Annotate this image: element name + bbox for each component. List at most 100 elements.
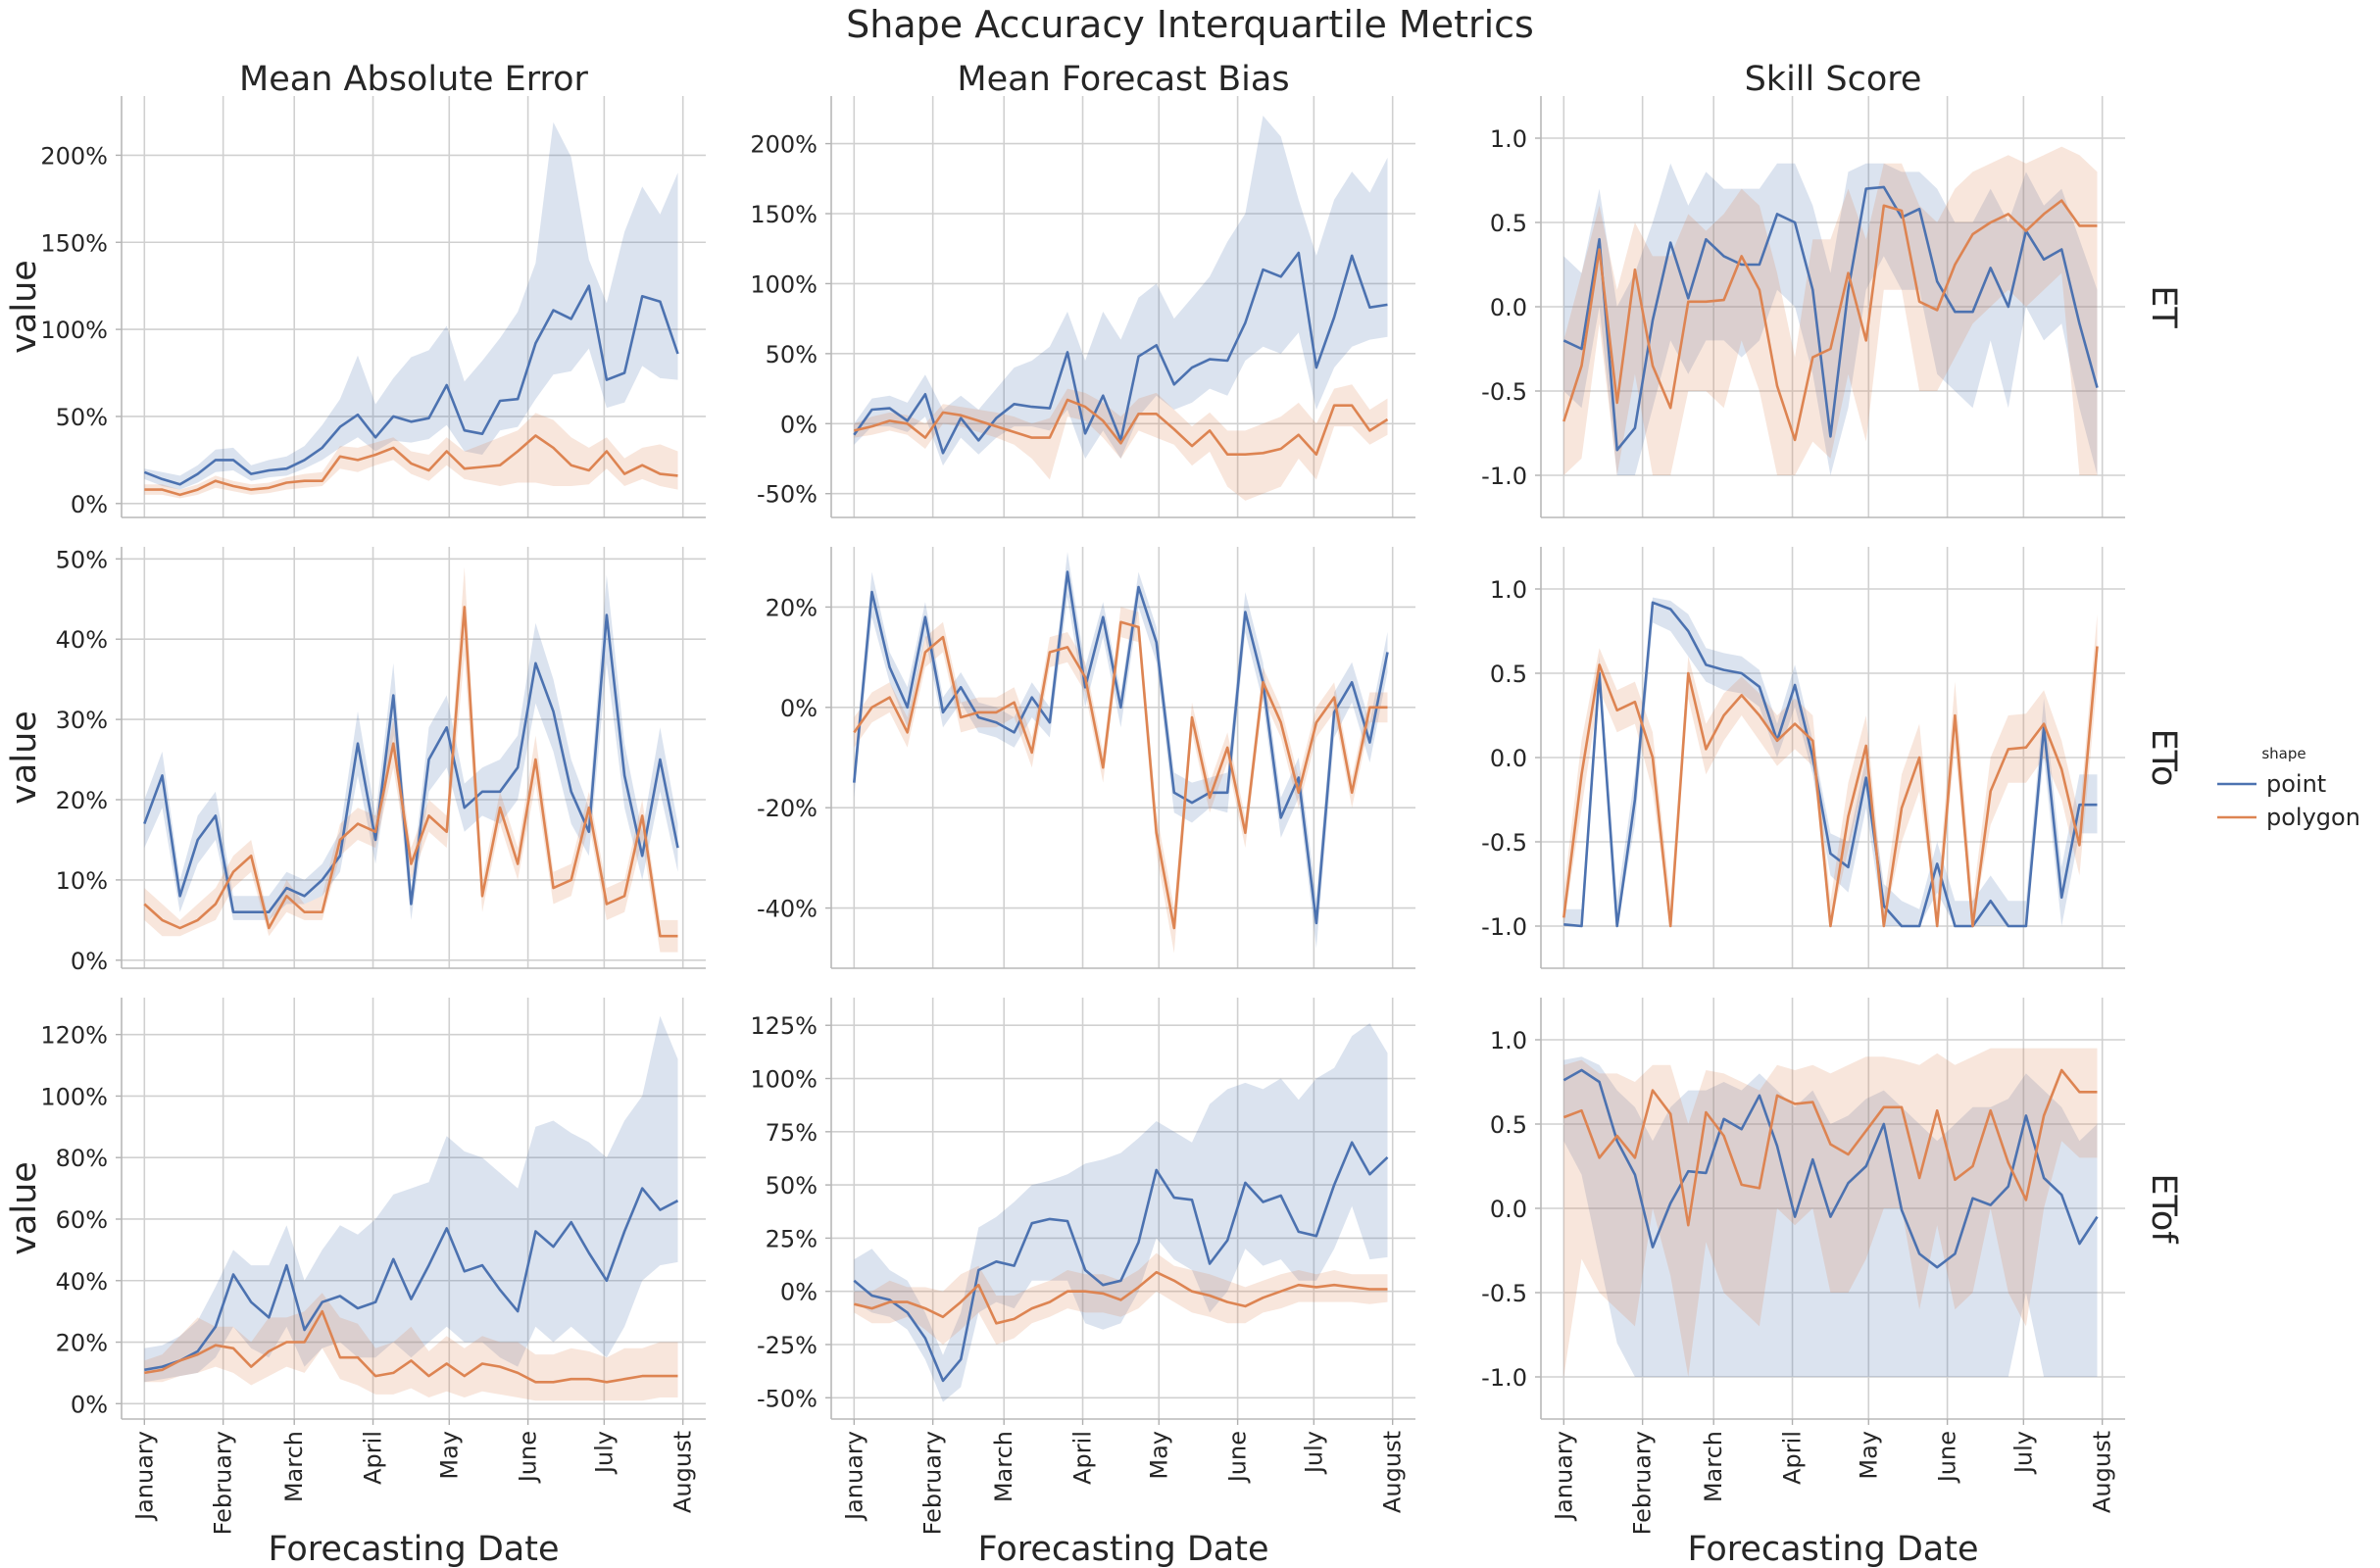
y-tick-label: -50% xyxy=(757,1385,818,1412)
panel-etof-mae: 0% 20% 40% 60% 80% 100% 120% January February Mar… xyxy=(5,998,706,1568)
x-axis-label: Forecasting Date xyxy=(268,1530,559,1568)
x-tick-label: April xyxy=(1779,1431,1807,1485)
polygon-line xyxy=(1562,646,2099,928)
legend: shape point polygon xyxy=(2217,745,2360,831)
x-tick-label: June xyxy=(1934,1431,1961,1484)
y-tick-label: 120% xyxy=(40,1022,108,1050)
y-tick-label: 20% xyxy=(766,594,818,621)
x-tick-label: February xyxy=(210,1431,237,1535)
y-tick-label: 10% xyxy=(56,867,108,895)
x-tick-label: March xyxy=(1700,1431,1727,1502)
point-line xyxy=(1562,185,2099,452)
x-tick-label: April xyxy=(360,1431,387,1485)
y-tick-label: -1.0 xyxy=(1481,463,1527,490)
y-tick-label: 1.0 xyxy=(1490,1027,1527,1054)
y-tick-label: 200% xyxy=(40,142,108,170)
column-title: Mean Absolute Error xyxy=(239,60,589,99)
polygon-line xyxy=(144,1309,678,1384)
y-tick-label: -1.0 xyxy=(1481,913,1527,941)
y-tick-label: -0.5 xyxy=(1481,829,1527,857)
panel-eto-bias: -40% -20% 0% 20% xyxy=(757,547,1415,969)
point-iqr-band xyxy=(854,1023,1388,1402)
point-iqr-band xyxy=(144,122,678,490)
point-iqr-band xyxy=(1563,163,2098,476)
y-tick-label: 200% xyxy=(750,131,818,159)
y-tick-label: 1.0 xyxy=(1490,125,1527,153)
y-tick-label: 0% xyxy=(780,411,818,438)
x-tick-label: June xyxy=(515,1431,542,1484)
y-tick-label: 0% xyxy=(71,1391,108,1418)
x-tick-label: January xyxy=(130,1431,158,1522)
panel-etof-skill: -1.0 -0.5 0.0 0.5 1.0 January February March Apr… xyxy=(1481,998,2183,1568)
polygon-iqr-band xyxy=(144,413,678,499)
y-tick-label: 75% xyxy=(766,1119,818,1147)
column-title: Skill Score xyxy=(1745,60,1922,99)
legend-label-point: point xyxy=(2266,770,2326,798)
x-tick-label: May xyxy=(1855,1431,1882,1480)
y-axis-label: value xyxy=(5,710,44,805)
point-line xyxy=(143,284,679,486)
x-tick-label: February xyxy=(1629,1431,1657,1535)
point-line xyxy=(853,251,1388,455)
y-tick-label: 100% xyxy=(40,317,108,344)
y-tick-label: -0.5 xyxy=(1481,1280,1527,1307)
y-tick-label: 0.5 xyxy=(1490,661,1527,688)
polygon-iqr-band xyxy=(144,566,678,953)
point-line xyxy=(1563,601,2098,928)
y-tick-label: 40% xyxy=(56,1268,108,1296)
figure-title: Shape Accuracy Interquartile Metrics xyxy=(846,3,1534,46)
polygon-line xyxy=(144,434,678,497)
polygon-iqr-band xyxy=(1563,146,2098,475)
y-tick-label: -1.0 xyxy=(1481,1364,1527,1392)
y-tick-label: 0.5 xyxy=(1490,210,1527,237)
y-tick-label: 1.0 xyxy=(1490,576,1527,604)
y-tick-label: 100% xyxy=(750,270,818,298)
y-axis-label: value xyxy=(5,1161,44,1255)
y-tick-label: 80% xyxy=(56,1145,108,1172)
y-tick-label: -50% xyxy=(757,481,818,509)
polygon-line xyxy=(853,1270,1388,1325)
y-tick-label: 50% xyxy=(56,404,108,431)
x-tick-label: July xyxy=(2009,1431,2037,1475)
polygon-line xyxy=(1562,199,2098,442)
x-tick-label: August xyxy=(669,1431,697,1513)
y-tick-label: 30% xyxy=(56,707,108,734)
y-tick-label: 150% xyxy=(750,201,818,228)
point-iqr-band xyxy=(854,116,1388,466)
x-tick-label: April xyxy=(1069,1431,1097,1485)
y-tick-label: 125% xyxy=(750,1012,818,1040)
x-tick-label: June xyxy=(1224,1431,1252,1484)
y-tick-label: 0% xyxy=(780,695,818,722)
x-tick-label: August xyxy=(1379,1431,1407,1513)
point-line xyxy=(143,613,679,914)
y-tick-label: 0.0 xyxy=(1490,745,1527,772)
x-tick-label: January xyxy=(840,1431,868,1522)
y-tick-label: 150% xyxy=(40,229,108,257)
x-tick-label: January xyxy=(1550,1431,1577,1522)
x-axis-label: Forecasting Date xyxy=(977,1530,1268,1568)
panel-et-mae: 0% 50% 100% 150% 200% Mean Absolute Error valu… xyxy=(5,60,706,518)
point-line xyxy=(853,1141,1389,1383)
y-tick-label: 0.0 xyxy=(1490,1196,1527,1223)
y-tick-label: -40% xyxy=(757,896,818,923)
x-tick-label: February xyxy=(919,1431,947,1535)
y-tick-label: 20% xyxy=(56,787,108,814)
y-tick-label: -0.5 xyxy=(1481,378,1527,406)
row-label: ETof xyxy=(2144,1173,2183,1244)
y-tick-label: 60% xyxy=(56,1206,108,1234)
x-axis-label: Forecasting Date xyxy=(1687,1530,1978,1568)
x-tick-label: August xyxy=(2089,1431,2116,1513)
x-tick-label: May xyxy=(1145,1431,1172,1480)
row-label: ET xyxy=(2144,285,2183,328)
panel-et-bias: -50% 0% 50% 100% 150% 200% Mean Forecast Bias xyxy=(750,60,1415,518)
x-tick-label: May xyxy=(435,1431,463,1480)
y-tick-label: 0% xyxy=(71,948,108,975)
polygon-iqr-band xyxy=(144,1293,678,1401)
y-tick-label: 0% xyxy=(71,491,108,518)
panel-grid: 0% 50% 100% 150% 200% Mean Absolute Error valu… xyxy=(5,60,2183,1568)
polygon-line xyxy=(854,398,1389,457)
y-tick-label: 40% xyxy=(56,626,108,654)
x-tick-label: March xyxy=(990,1431,1017,1502)
y-tick-label: 50% xyxy=(56,546,108,573)
